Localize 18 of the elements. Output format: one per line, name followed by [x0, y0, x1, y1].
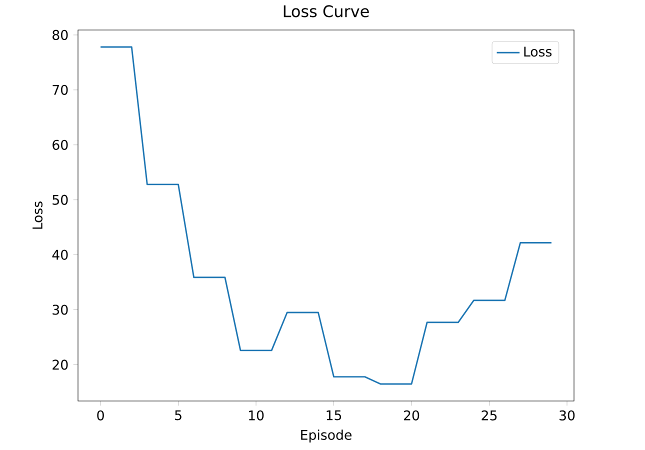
y-tick-label: 20	[52, 360, 68, 370]
y-tick-label: 50	[52, 194, 68, 205]
x-axis-title: Episode	[301, 430, 352, 443]
legend-label: Loss	[524, 46, 552, 57]
y-axis-title: Loss	[32, 202, 43, 229]
x-tick-label: 0	[97, 410, 104, 420]
y-tick-label: 30	[52, 304, 68, 315]
x-tick-label: 15	[326, 410, 342, 420]
x-tick-label: 20	[404, 410, 420, 420]
y-tick-label: 70	[52, 84, 68, 95]
x-tick-label: 10	[249, 410, 264, 420]
chart-title: Loss Curve	[284, 5, 369, 18]
y-tick-label: 60	[52, 140, 68, 150]
x-tick-label: 25	[482, 410, 497, 420]
y-tick-label: 80	[52, 30, 68, 40]
y-tick-label: 40	[52, 250, 68, 260]
x-tick-label: 30	[560, 410, 575, 420]
x-tick-label: 5	[175, 410, 182, 420]
